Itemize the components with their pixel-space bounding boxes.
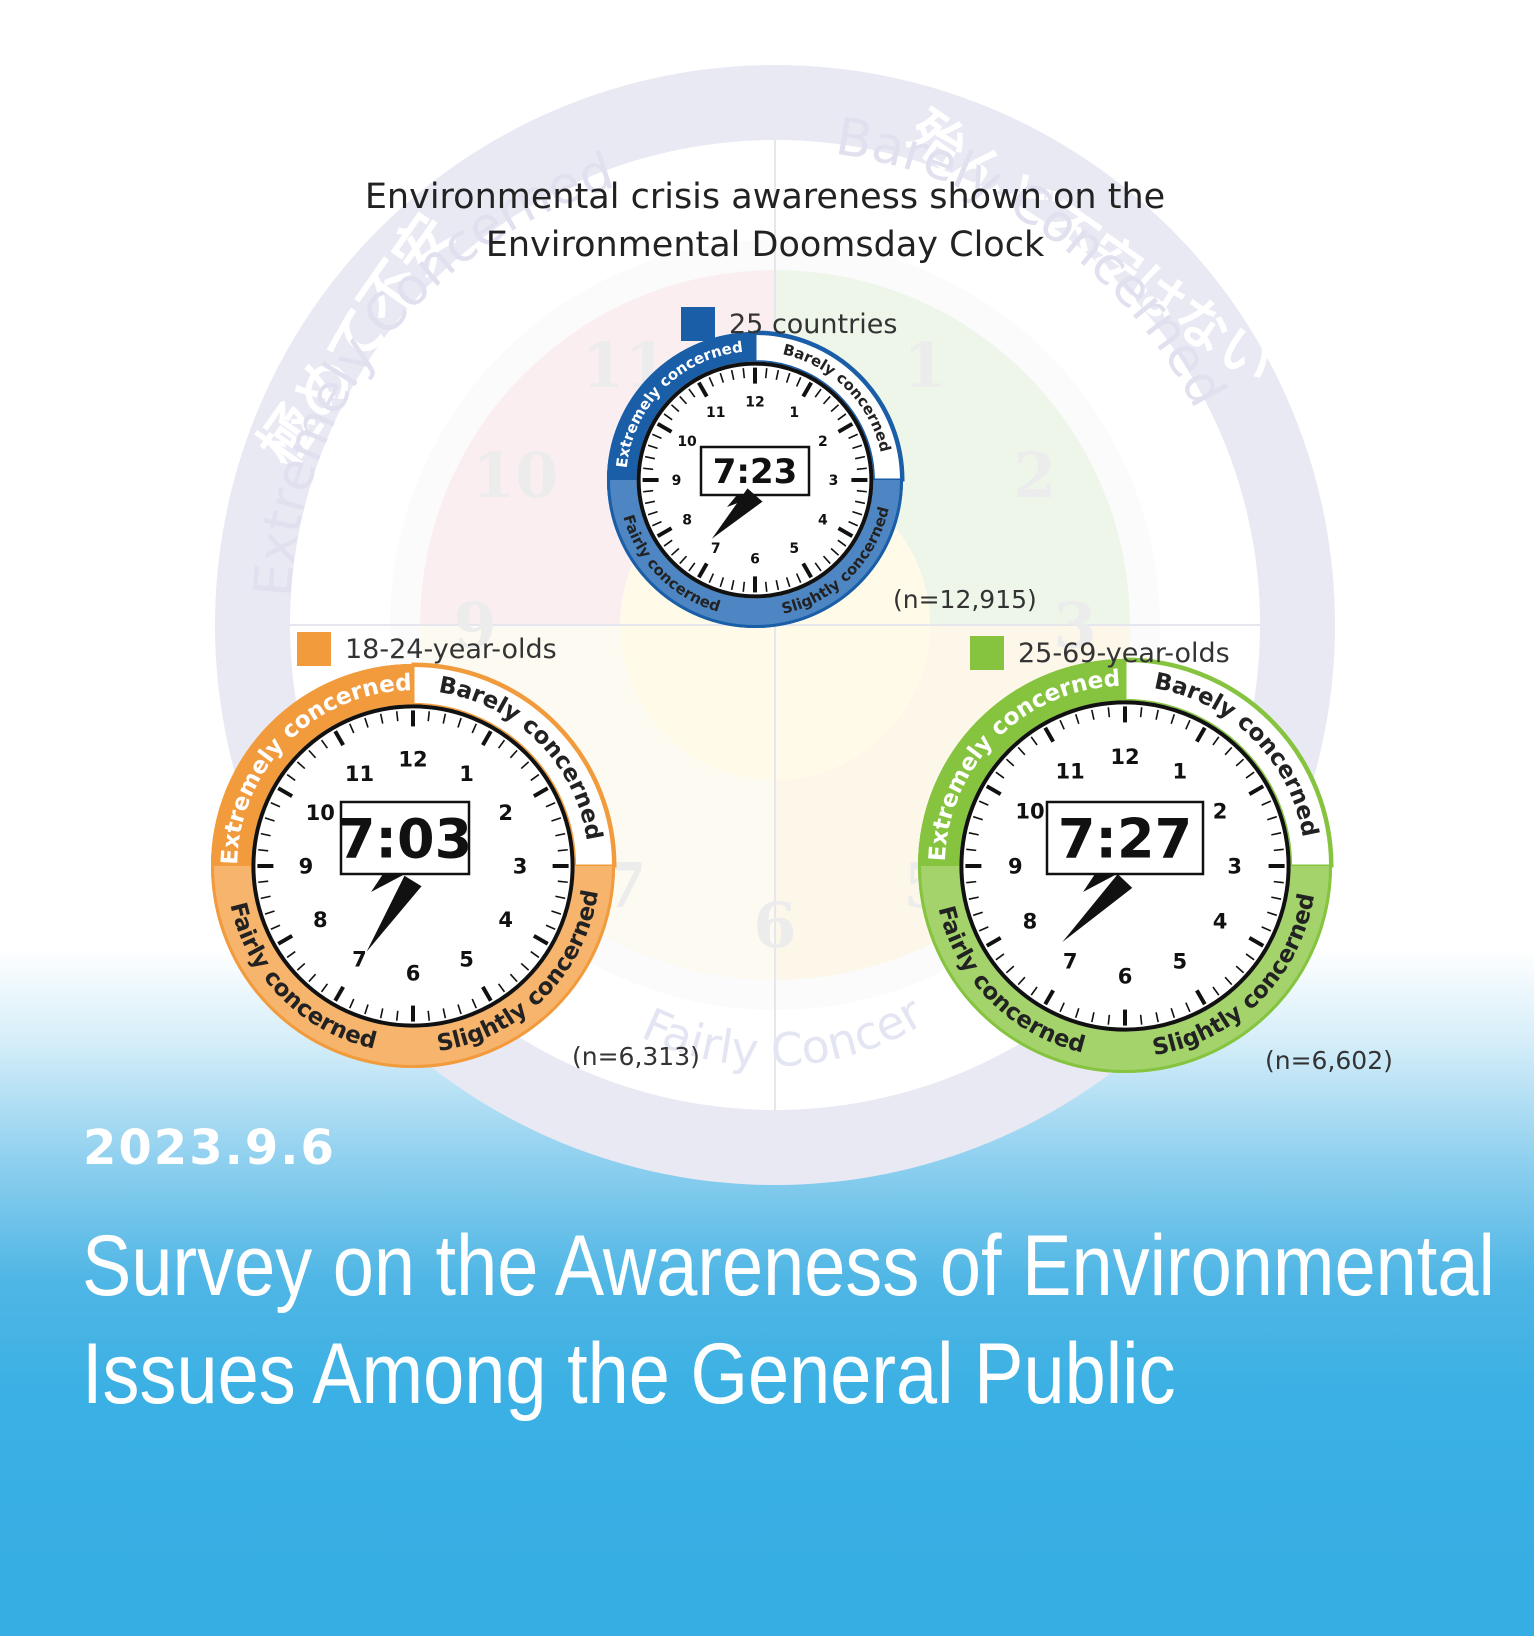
bg-numeral: 6 <box>753 889 796 962</box>
clock-numeral: 6 <box>750 551 760 567</box>
clock-numeral: 5 <box>789 541 799 557</box>
hour-hand <box>711 488 763 539</box>
chart-title-line2: Environmental Doomsday Clock <box>485 225 1045 265</box>
clock-numeral: 2 <box>818 434 828 450</box>
hour-hand <box>366 875 422 952</box>
clock-numeral: 4 <box>1213 909 1228 933</box>
clock-numeral: 8 <box>682 512 692 528</box>
sample-size-18-24: (n=6,313) <box>572 1042 700 1071</box>
legend-18-24: 18-24-year-olds <box>297 632 557 666</box>
legend-swatch <box>681 307 715 341</box>
clock-numeral: 8 <box>313 908 328 932</box>
clock-numeral: 3 <box>829 473 839 489</box>
clock-numeral: 7 <box>1063 950 1078 974</box>
bg-numeral: 3 <box>1053 589 1096 662</box>
clock-numeral: 1 <box>789 405 799 421</box>
legend-swatch <box>970 636 1004 670</box>
legend-swatch <box>297 632 331 666</box>
bg-numeral: 2 <box>1013 439 1056 512</box>
legend-label: 25-69-year-olds <box>1018 637 1230 669</box>
clock-numeral: 3 <box>513 855 528 879</box>
time-readout: 7:27 <box>1058 807 1192 870</box>
legend-label: 25 countries <box>729 308 898 340</box>
clock-numeral: 4 <box>818 512 828 528</box>
time-box <box>339 800 471 876</box>
bg-numeral: 10 <box>472 439 558 512</box>
publication-date: 2023.9.6 <box>83 1120 336 1176</box>
bg-numeral: 9 <box>453 589 496 662</box>
chart-title-line1: Environmental crisis awareness shown on … <box>364 177 1166 217</box>
clock-numeral: 4 <box>498 908 513 932</box>
hour-hand <box>1062 874 1133 943</box>
clock-numeral: 11 <box>706 405 725 421</box>
headline: Survey on the Awareness of Environmental… <box>82 1212 1495 1428</box>
sample-size-25-69: (n=6,602) <box>1265 1046 1393 1075</box>
sample-size-25-countries: (n=12,915) <box>893 585 1037 614</box>
clock-numeral: 6 <box>406 962 421 986</box>
time-readout: 7:03 <box>338 807 472 870</box>
clock-numeral: 12 <box>1110 745 1139 769</box>
time-box <box>1045 800 1205 876</box>
chart-title: Environmental crisis awareness shown on … <box>240 173 1290 269</box>
clock-numeral: 7 <box>711 541 721 557</box>
clock-numeral: 5 <box>1173 950 1188 974</box>
clock-numeral: 7 <box>352 947 367 971</box>
clock-numeral: 3 <box>1227 855 1242 879</box>
clock-numeral: 5 <box>459 947 474 971</box>
bg-numeral: 1 <box>903 329 946 402</box>
clock-numeral: 11 <box>345 762 374 786</box>
clock-numeral: 10 <box>306 801 335 825</box>
time-box <box>699 445 811 497</box>
time-readout: 7:23 <box>713 452 798 492</box>
clock-numeral: 6 <box>1118 964 1133 988</box>
headline-line1: Survey on the Awareness of Environmental <box>82 1218 1495 1314</box>
clock-numeral: 2 <box>498 801 513 825</box>
legend-25-69: 25-69-year-olds <box>970 636 1230 670</box>
clock-numeral: 9 <box>672 473 682 489</box>
clock-numeral: 9 <box>299 855 314 879</box>
clock-numeral: 11 <box>1056 760 1085 784</box>
clock-numeral: 1 <box>459 762 474 786</box>
clock-numeral: 10 <box>677 434 697 450</box>
clock-numeral: 12 <box>398 748 427 772</box>
clock-numeral: 10 <box>1015 800 1044 824</box>
clock-numeral: 12 <box>745 395 764 411</box>
clock-numeral: 2 <box>1213 800 1228 824</box>
headline-line2: Issues Among the General Public <box>82 1326 1176 1422</box>
legend-25-countries: 25 countries <box>681 307 897 341</box>
clock-numeral: 9 <box>1008 855 1023 879</box>
clock-numeral: 8 <box>1023 909 1038 933</box>
legend-label: 18-24-year-olds <box>345 633 557 665</box>
clock-numeral: 1 <box>1173 760 1188 784</box>
